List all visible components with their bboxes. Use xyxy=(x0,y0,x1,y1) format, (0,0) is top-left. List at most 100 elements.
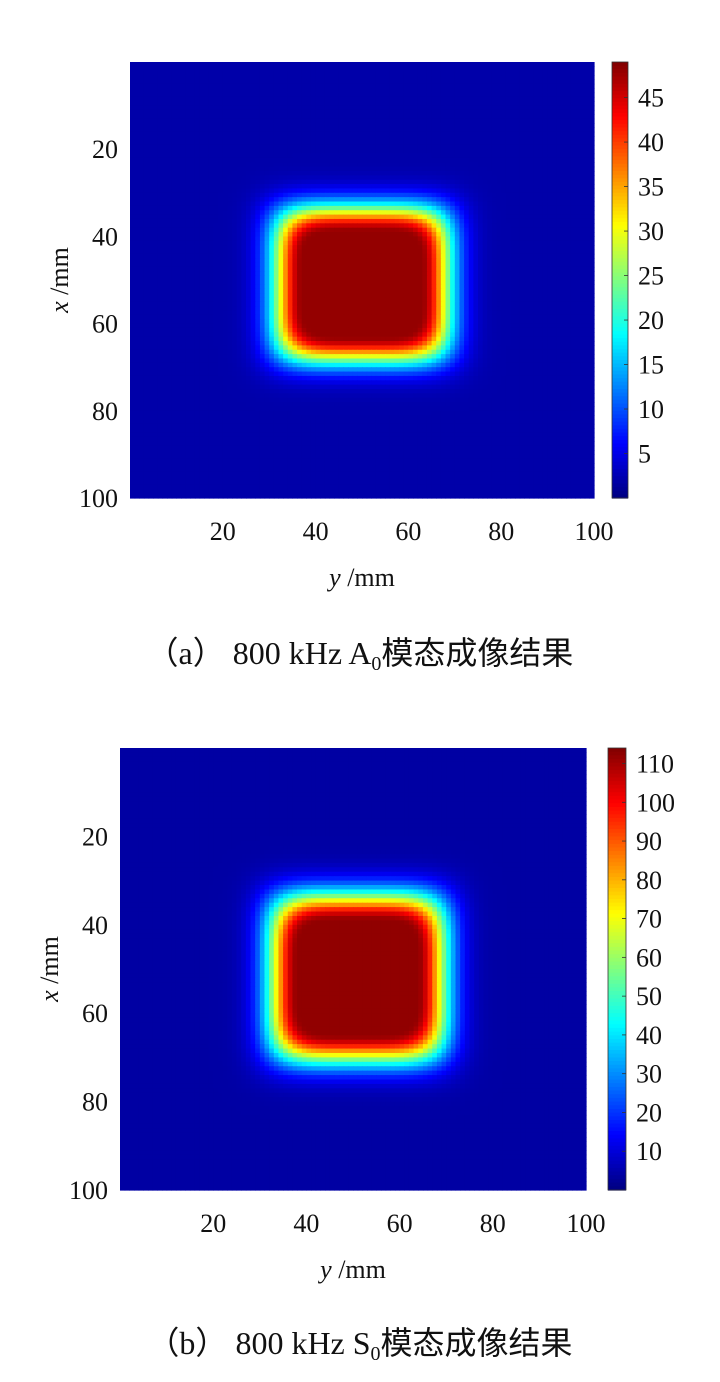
heatmap-cell xyxy=(176,136,182,142)
heatmap-cell xyxy=(491,79,498,85)
heatmap-cell xyxy=(440,266,447,272)
heatmap-cell xyxy=(445,114,451,120)
heatmap-cell xyxy=(134,218,140,224)
heatmap-cell xyxy=(283,218,289,224)
heatmap-cell xyxy=(301,114,307,120)
heatmap-cell xyxy=(352,70,358,76)
heatmap-cell xyxy=(380,127,386,133)
heatmap-cell xyxy=(538,175,544,181)
heatmap-cell xyxy=(329,188,335,194)
heatmap-cell xyxy=(171,223,177,229)
heatmap-cell xyxy=(482,70,488,76)
heatmap-cell xyxy=(181,75,187,81)
heatmap-cell xyxy=(375,105,382,111)
heatmap-cell xyxy=(343,266,349,272)
heatmap-cell xyxy=(297,210,303,216)
heatmap-cell xyxy=(454,62,461,67)
heatmap-cell xyxy=(153,253,159,259)
heatmap-cell xyxy=(348,62,354,67)
heatmap-cell xyxy=(459,179,465,185)
heatmap-cell xyxy=(348,197,354,203)
heatmap-cell xyxy=(246,157,252,163)
heatmap-cell xyxy=(464,192,470,198)
heatmap-cell xyxy=(143,157,150,163)
heatmap-cell xyxy=(519,66,525,72)
heatmap-cell xyxy=(533,266,539,272)
heatmap-cell xyxy=(542,253,549,259)
heatmap-cell xyxy=(199,175,205,181)
heatmap-cell xyxy=(487,144,493,150)
heatmap-cell xyxy=(385,232,391,237)
heatmap-cell xyxy=(454,131,461,137)
heatmap-cell xyxy=(167,75,173,81)
heatmap-cell xyxy=(130,245,136,251)
heatmap-cell xyxy=(324,192,331,198)
heatmap-cell xyxy=(204,253,210,259)
heatmap-cell xyxy=(482,79,488,85)
heatmap-cell xyxy=(450,258,456,264)
heatmap-cell xyxy=(505,253,512,259)
heatmap-cell xyxy=(375,92,382,98)
heatmap-cell xyxy=(538,258,544,264)
heatmap-cell xyxy=(575,92,581,98)
heatmap-cell xyxy=(269,75,275,81)
heatmap-cell xyxy=(222,205,229,211)
heatmap-cell xyxy=(348,266,354,272)
heatmap-cell xyxy=(519,144,525,150)
heatmap-cell xyxy=(148,249,154,255)
heatmap-cell xyxy=(431,210,437,216)
heatmap-cell xyxy=(162,75,168,81)
heatmap-cell xyxy=(334,210,340,216)
heatmap-cell xyxy=(213,253,219,259)
heatmap-cell xyxy=(366,240,372,246)
heatmap-cell xyxy=(505,258,512,264)
heatmap-cell xyxy=(510,166,516,172)
heatmap-cell xyxy=(561,236,567,242)
heatmap-cell xyxy=(306,227,312,233)
heatmap-cell xyxy=(445,175,451,181)
heatmap-cell xyxy=(436,205,442,211)
heatmap-cell xyxy=(413,223,419,229)
heatmap-cell xyxy=(283,227,289,233)
heatmap-cell xyxy=(259,118,266,124)
heatmap-cell xyxy=(190,118,196,124)
heatmap-cell xyxy=(259,127,266,133)
heatmap-cell xyxy=(482,271,488,277)
heatmap-cell xyxy=(181,192,187,198)
heatmap-cell xyxy=(194,210,201,216)
heatmap-cell xyxy=(139,144,145,150)
heatmap-cell xyxy=(473,149,479,155)
heatmap-cell xyxy=(334,275,340,281)
heatmap-cell xyxy=(375,62,382,67)
heatmap-cell xyxy=(459,136,465,142)
heatmap-cell xyxy=(301,92,307,98)
heatmap-cell xyxy=(310,157,317,163)
heatmap-cell xyxy=(501,271,507,277)
heatmap-cell xyxy=(431,123,437,128)
heatmap-cell xyxy=(194,171,201,176)
heatmap-cell xyxy=(176,223,182,229)
heatmap-cell xyxy=(287,192,293,198)
heatmap-cell xyxy=(329,245,335,251)
heatmap-cell xyxy=(148,188,154,194)
heatmap-cell xyxy=(552,223,558,229)
heatmap-cell xyxy=(213,258,219,264)
heatmap-cell xyxy=(130,205,136,211)
heatmap-cell xyxy=(213,197,219,203)
heatmap-cell xyxy=(371,157,377,163)
heatmap-cell xyxy=(343,249,349,255)
heatmap-cell xyxy=(315,79,321,85)
heatmap-cell xyxy=(482,157,488,163)
heatmap-cell xyxy=(157,70,164,76)
heatmap-cell xyxy=(315,275,321,281)
heatmap-cell xyxy=(408,118,414,124)
heatmap-cell xyxy=(269,210,275,216)
heatmap-cell xyxy=(408,140,414,146)
heatmap-cell xyxy=(343,236,349,242)
heatmap-cell xyxy=(561,153,567,159)
heatmap-cell xyxy=(343,271,349,277)
heatmap-cell xyxy=(324,214,331,220)
heatmap-cell xyxy=(408,114,414,120)
heatmap-cell xyxy=(357,149,363,155)
heatmap-cell xyxy=(273,88,280,94)
